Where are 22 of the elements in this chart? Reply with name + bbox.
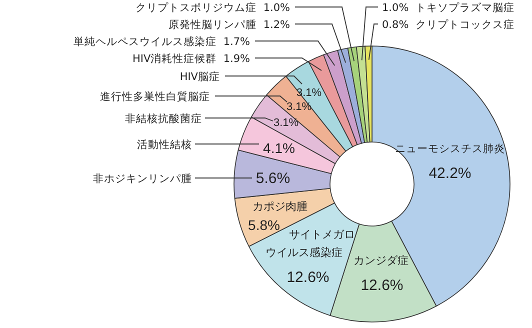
slice-label: 活動性結核 — [137, 138, 192, 151]
slice-label: 0.8% クリプトコックス症 — [382, 18, 514, 31]
slice-label: 単純ヘルペスウイルス感染症 1.7% — [74, 35, 250, 48]
slice-label: ニューモシスチス肺炎 — [395, 143, 505, 155]
slice-label: 1.0% トキソプラズマ脳症 — [382, 1, 514, 14]
slice-label: クリプトスポリジウム症 1.0% — [136, 1, 290, 14]
data-label: 3.1% — [286, 101, 312, 113]
data-label: 12.6% — [360, 277, 404, 294]
slice-label: カポジ肉腫 — [252, 200, 308, 213]
data-label: 12.6% — [286, 269, 330, 286]
slice-label: HIV脳症 — [180, 70, 220, 83]
slice-label: カンジダ症 — [354, 254, 408, 267]
data-label: 3.1% — [273, 117, 299, 129]
slice-label: HIV消耗性症候群 1.9% — [132, 52, 250, 65]
data-label: 42.2% — [428, 165, 472, 182]
slice-label: 非結核抗酸菌症 — [125, 112, 202, 125]
data-label: 4.1% — [263, 140, 295, 156]
data-label: 5.8% — [248, 217, 280, 233]
slice-label: 進行性多巣性白質脳症 — [100, 90, 210, 103]
slice-label: 原発性脳リンパ腫 1.2% — [168, 19, 290, 31]
slice-label: 非ホジキンリンパ腫 — [93, 172, 192, 185]
data-label: 5.6% — [256, 170, 290, 187]
